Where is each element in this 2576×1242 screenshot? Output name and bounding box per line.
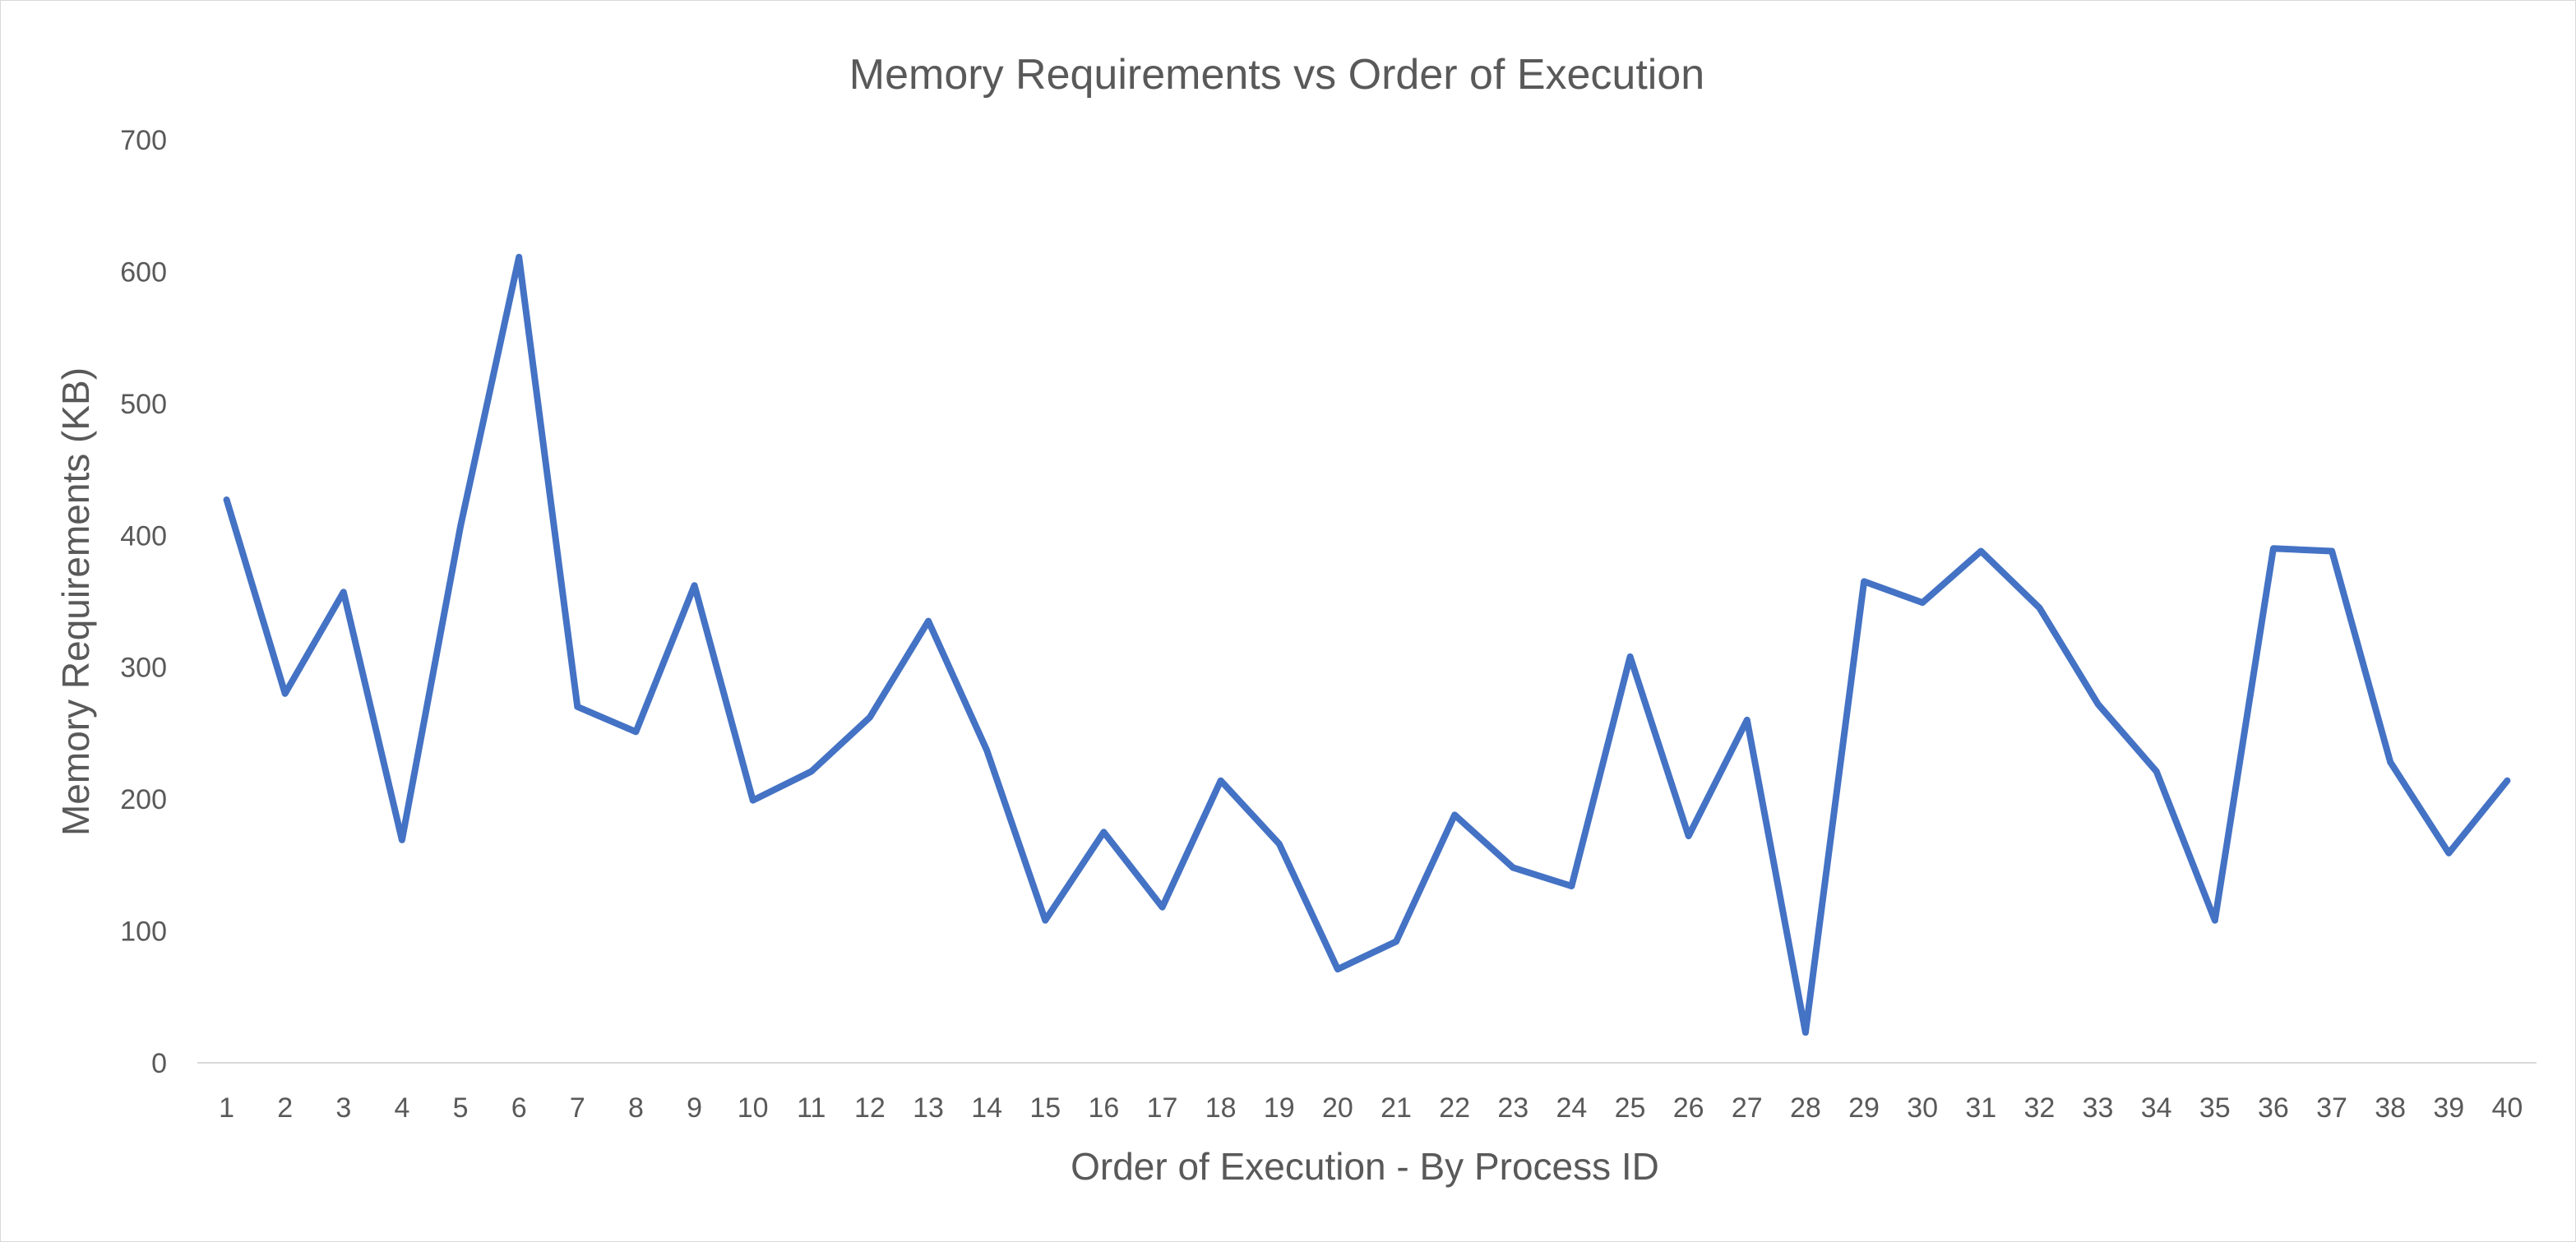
x-tick-label: 26 [1673, 1092, 1704, 1124]
x-tick-label: 6 [511, 1092, 527, 1124]
x-tick-label: 15 [1029, 1092, 1061, 1124]
data-point [516, 254, 522, 261]
x-tick-label: 8 [628, 1092, 644, 1124]
x-tick-label: 34 [2141, 1092, 2172, 1124]
data-point [340, 589, 347, 595]
x-tick-label: 29 [1848, 1092, 1880, 1124]
x-tick-label: 1 [219, 1092, 234, 1124]
x-tick-label: 13 [913, 1092, 944, 1124]
x-tick-label: 20 [1322, 1092, 1353, 1124]
y-axis-title: Memory Requirements (KB) [54, 367, 97, 836]
data-point [1919, 599, 1926, 606]
data-point [632, 728, 639, 735]
x-tick-label: 37 [2316, 1092, 2347, 1124]
data-point [1334, 966, 1341, 972]
data-point [1686, 833, 1692, 839]
x-tick-label: 18 [1205, 1092, 1237, 1124]
x-tick-label: 10 [738, 1092, 769, 1124]
data-point [1042, 917, 1048, 924]
data-point [1627, 653, 1634, 660]
x-tick-label: 19 [1264, 1092, 1295, 1124]
data-point [2212, 917, 2218, 924]
data-point [2153, 769, 2160, 775]
data-point [2270, 545, 2277, 552]
data-point [2387, 759, 2393, 765]
data-point [224, 496, 230, 503]
data-point [1510, 865, 1516, 871]
x-tick-label: 5 [453, 1092, 469, 1124]
data-point [2504, 778, 2510, 784]
x-tick-label: 11 [797, 1092, 826, 1124]
x-tick-label: 9 [687, 1092, 702, 1124]
data-point [691, 582, 698, 589]
x-tick-label: 39 [2433, 1092, 2464, 1124]
y-tick-label: 400 [120, 520, 167, 552]
data-point [2329, 548, 2335, 555]
data-point [1568, 883, 1575, 889]
x-tick-label: 36 [2258, 1092, 2289, 1124]
x-tick-label: 24 [1556, 1092, 1588, 1124]
x-tick-label: 27 [1732, 1092, 1763, 1124]
x-tick-label: 35 [2199, 1092, 2231, 1124]
y-tick-label: 0 [151, 1048, 167, 1079]
data-point [1977, 548, 1984, 555]
x-tick-label: 23 [1497, 1092, 1528, 1124]
data-point [2095, 701, 2102, 708]
x-tick-label: 21 [1380, 1092, 1412, 1124]
x-tick-label: 31 [1965, 1092, 1996, 1124]
data-point [1276, 841, 1283, 847]
y-axis-tick-labels: 0 100 200 300 400 500 600 700 [120, 125, 167, 1079]
x-tick-label: 7 [570, 1092, 585, 1124]
y-tick-label: 100 [120, 916, 167, 948]
data-point [574, 704, 580, 710]
x-tick-label: 17 [1147, 1092, 1178, 1124]
x-tick-label: 38 [2375, 1092, 2406, 1124]
y-tick-label: 200 [120, 784, 167, 815]
data-point [2036, 605, 2042, 612]
data-point [1218, 778, 1224, 784]
data-point [925, 618, 932, 625]
data-point [867, 714, 873, 721]
data-point [1451, 811, 1458, 818]
data-point [1100, 829, 1107, 835]
data-point [399, 837, 405, 843]
data-point [1393, 938, 1399, 944]
data-point [1861, 578, 1867, 584]
x-tick-label: 28 [1790, 1092, 1821, 1124]
x-tick-label: 3 [335, 1092, 351, 1124]
x-tick-label: 2 [277, 1092, 293, 1124]
x-tick-label: 12 [854, 1092, 886, 1124]
y-tick-label: 600 [120, 256, 167, 288]
data-point [983, 747, 990, 754]
x-tick-label: 25 [1615, 1092, 1646, 1124]
data-point [808, 769, 815, 775]
y-tick-label: 300 [120, 653, 167, 684]
x-axis-title: Order of Execution - By Process ID [1071, 1145, 1659, 1188]
x-tick-label: 30 [1907, 1092, 1938, 1124]
x-tick-label: 4 [394, 1092, 409, 1124]
x-tick-label: 32 [2024, 1092, 2056, 1124]
x-axis-tick-labels: 1 2 3 4 5 6 7 8 9 10 11 12 13 14 15 16 17 18 19 20 21 22 23 24 2… [219, 1092, 2523, 1124]
data-point [457, 523, 464, 529]
series-line [223, 253, 2511, 1037]
data-point [1802, 1029, 1809, 1036]
x-tick-label: 22 [1439, 1092, 1470, 1124]
x-tick-label: 33 [2083, 1092, 2114, 1124]
data-point [1744, 717, 1750, 723]
data-point [2445, 850, 2452, 856]
x-tick-label: 40 [2492, 1092, 2523, 1124]
data-point [1159, 904, 1166, 911]
series-group [223, 253, 2511, 1037]
x-tick-label: 14 [971, 1092, 1002, 1124]
data-point [282, 690, 289, 697]
data-point [750, 797, 756, 804]
y-tick-label: 500 [120, 389, 167, 420]
x-tick-label: 16 [1089, 1092, 1120, 1124]
chart-title: Memory Requirements vs Order of Executio… [849, 51, 1704, 99]
y-tick-label: 700 [120, 125, 167, 156]
